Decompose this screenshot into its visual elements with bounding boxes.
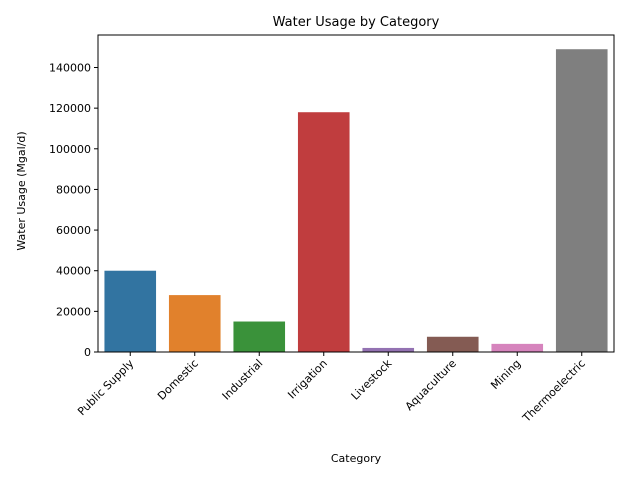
x-axis-label: Category — [331, 452, 382, 465]
y-tick-label: 0 — [84, 346, 91, 359]
x-tick-label: Domestic — [155, 357, 201, 403]
x-tick-label: Industrial — [220, 357, 266, 403]
bar-public-supply — [104, 270, 157, 352]
y-tick-label: 80000 — [56, 183, 91, 196]
bar-mining — [491, 343, 544, 352]
x-tick-label: Livestock — [349, 356, 395, 402]
y-tick-label: 60000 — [56, 224, 91, 237]
x-axis: Public Supply Domestic Industrial Irrigatio… — [75, 352, 588, 425]
plot-area — [104, 49, 608, 352]
y-tick-label: 120000 — [49, 102, 91, 115]
y-tick-label: 140000 — [49, 62, 91, 75]
y-axis-label: Water Usage (Mgal/d) — [15, 131, 28, 250]
plot-frame — [97, 34, 615, 353]
bar-domestic — [168, 295, 221, 352]
x-tick-label: Irrigation — [285, 357, 330, 402]
bar-irrigation — [297, 112, 350, 352]
x-tick-label: Thermoelectric — [519, 357, 587, 425]
x-tick-label: Mining — [488, 357, 523, 392]
y-tick-label: 100000 — [49, 143, 91, 156]
bar-industrial — [233, 321, 286, 352]
y-tick-label: 40000 — [56, 265, 91, 278]
y-axis: 0 20000 40000 60000 80000 100000 120000 140000 — [49, 62, 98, 359]
bar-livestock — [362, 347, 415, 352]
y-tick-label: 20000 — [56, 305, 91, 318]
x-tick-label: Public Supply — [75, 357, 137, 419]
x-tick-label: Aquaculture — [403, 357, 459, 413]
chart-title: Water Usage by Category — [273, 15, 440, 30]
bar-thermoelectric — [555, 49, 608, 352]
bar-aquaculture — [426, 336, 479, 352]
